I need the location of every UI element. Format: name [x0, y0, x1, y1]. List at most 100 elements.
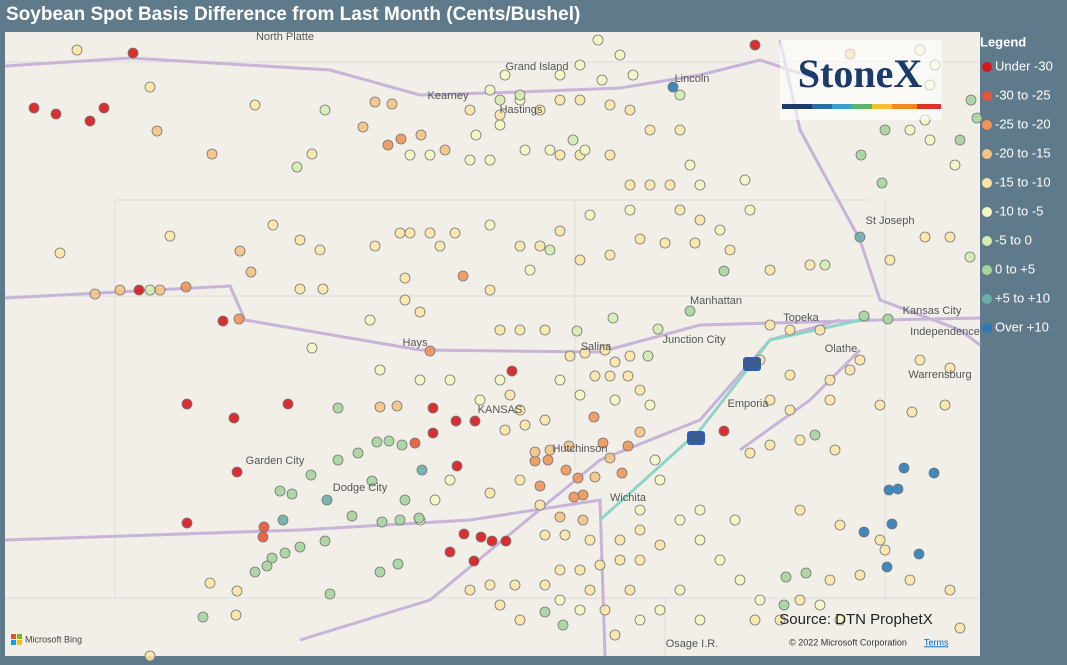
site-marker — [588, 411, 600, 423]
site-marker — [114, 284, 126, 296]
site-marker — [319, 535, 331, 547]
site-marker — [514, 474, 526, 486]
legend-label: -25 to -20 — [995, 116, 1051, 131]
site-marker — [634, 233, 646, 245]
site-marker — [364, 314, 376, 326]
city-label: Garden City — [246, 455, 305, 467]
legend-label: -30 to -25 — [995, 87, 1051, 102]
site-marker — [784, 369, 796, 381]
site-marker — [784, 324, 796, 336]
legend-label: -20 to -15 — [995, 145, 1051, 160]
site-marker — [144, 650, 156, 662]
site-marker — [884, 254, 896, 266]
city-label: Hutchinson — [552, 443, 607, 455]
site-marker — [744, 204, 756, 216]
site-marker — [794, 434, 806, 446]
site-marker — [874, 399, 886, 411]
site-marker — [904, 574, 916, 586]
site-marker — [257, 531, 269, 543]
legend-label: -10 to -5 — [995, 203, 1043, 218]
site-marker — [804, 259, 816, 271]
site-marker — [914, 354, 926, 366]
site-marker — [451, 460, 463, 472]
site-marker — [559, 529, 571, 541]
site-marker — [534, 104, 546, 116]
site-marker — [392, 558, 404, 570]
site-marker — [879, 124, 891, 136]
site-marker — [366, 475, 378, 487]
site-marker — [519, 144, 531, 156]
site-marker — [739, 174, 751, 186]
city-label: Topeka — [783, 312, 819, 324]
site-marker — [574, 94, 586, 106]
site-marker — [624, 350, 636, 362]
site-marker — [554, 374, 566, 386]
site-marker — [557, 619, 569, 631]
site-marker — [391, 400, 403, 412]
site-marker — [144, 81, 156, 93]
site-marker — [277, 514, 289, 526]
site-marker — [780, 571, 792, 583]
site-marker — [291, 161, 303, 173]
legend-label: +5 to +10 — [995, 290, 1050, 305]
site-marker — [604, 149, 616, 161]
site-marker — [399, 294, 411, 306]
site-marker — [50, 108, 62, 120]
site-marker — [294, 234, 306, 246]
site-marker — [404, 227, 416, 239]
site-marker — [694, 214, 706, 226]
site-marker — [317, 283, 329, 295]
site-marker — [814, 599, 826, 611]
legend-swatch — [982, 149, 992, 159]
site-marker — [883, 484, 895, 496]
site-marker — [539, 606, 551, 618]
site-marker — [858, 310, 870, 322]
site-marker — [684, 305, 696, 317]
site-marker — [84, 115, 96, 127]
site-marker — [714, 224, 726, 236]
site-marker — [499, 424, 511, 436]
site-marker — [563, 440, 575, 452]
site-marker — [346, 510, 358, 522]
site-marker — [876, 177, 888, 189]
site-marker — [444, 474, 456, 486]
site-marker — [484, 84, 496, 96]
site-marker — [394, 227, 406, 239]
site-marker — [424, 227, 436, 239]
site-marker — [652, 323, 664, 335]
site-marker — [574, 389, 586, 401]
site-marker — [464, 584, 476, 596]
terms-link[interactable]: Terms — [924, 637, 949, 647]
site-marker — [409, 437, 421, 449]
site-marker — [475, 531, 487, 543]
site-marker — [231, 466, 243, 478]
site-marker — [181, 398, 193, 410]
site-marker — [357, 121, 369, 133]
site-marker — [249, 566, 261, 578]
site-marker — [596, 74, 608, 86]
site-marker — [794, 504, 806, 516]
city-label: Junction City — [663, 334, 726, 346]
site-marker — [154, 284, 166, 296]
site-marker — [913, 548, 925, 560]
site-marker — [944, 584, 956, 596]
site-marker — [382, 139, 394, 151]
site-marker — [494, 119, 506, 131]
site-marker — [800, 567, 812, 579]
site-marker — [694, 534, 706, 546]
legend-label: Over +10 — [995, 319, 1049, 334]
site-marker — [906, 406, 918, 418]
site-marker — [609, 356, 621, 368]
site-marker — [234, 245, 246, 257]
site-marker — [245, 266, 257, 278]
site-marker — [486, 535, 498, 547]
site-marker — [504, 389, 516, 401]
site-marker — [554, 511, 566, 523]
site-marker — [386, 98, 398, 110]
site-marker — [584, 209, 596, 221]
site-marker — [450, 415, 462, 427]
legend-swatch — [982, 265, 992, 275]
logo: StoneX — [798, 51, 923, 96]
site-marker — [514, 324, 526, 336]
